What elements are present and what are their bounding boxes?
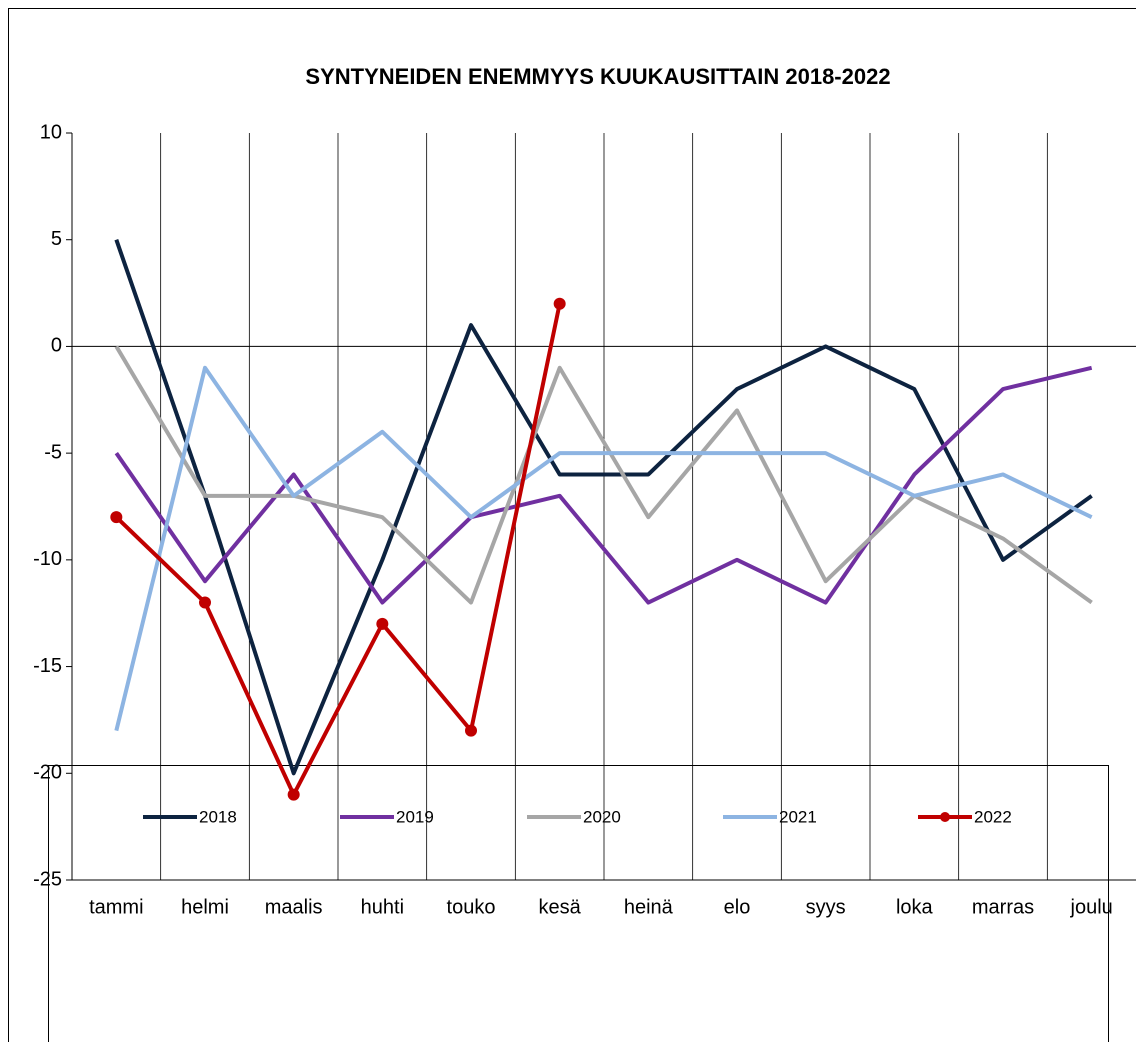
x-tick-label: touko (447, 896, 496, 918)
series-marker (376, 618, 388, 630)
legend-label: 2019 (396, 807, 434, 826)
legend-label: 2021 (779, 807, 817, 826)
x-tick-label: heinä (624, 896, 674, 918)
series-marker (110, 511, 122, 523)
y-tick-label: -5 (44, 441, 62, 463)
legend-label: 2020 (583, 807, 621, 826)
x-tick-label: joulu (1070, 896, 1113, 918)
x-tick-label: loka (896, 896, 934, 918)
legend-label: 2018 (199, 807, 237, 826)
x-tick-label: helmi (181, 896, 229, 918)
x-tick-label: huhti (361, 896, 404, 918)
x-tick-label: maalis (265, 896, 323, 918)
y-tick-label: -15 (33, 655, 62, 677)
series-marker (465, 725, 477, 737)
series-marker (199, 597, 211, 609)
y-tick-label: -25 (33, 868, 62, 890)
legend-label: 2022 (974, 807, 1012, 826)
x-tick-label: elo (724, 896, 751, 918)
x-tick-label: marras (972, 896, 1034, 918)
series-marker (288, 789, 300, 801)
x-tick-label: syys (806, 896, 846, 918)
legend-marker (940, 812, 950, 822)
series-marker (554, 298, 566, 310)
x-tick-label: kesä (539, 896, 582, 918)
x-tick-label: tammi (89, 896, 143, 918)
y-tick-label: 10 (40, 121, 62, 143)
y-tick-label: -10 (33, 548, 62, 570)
y-tick-label: 5 (51, 228, 62, 250)
chart-title: SYNTYNEIDEN ENEMMYYS KUUKAUSITTAIN 2018-… (305, 64, 890, 89)
y-tick-label: -20 (33, 762, 62, 784)
y-tick-label: 0 (51, 335, 62, 357)
